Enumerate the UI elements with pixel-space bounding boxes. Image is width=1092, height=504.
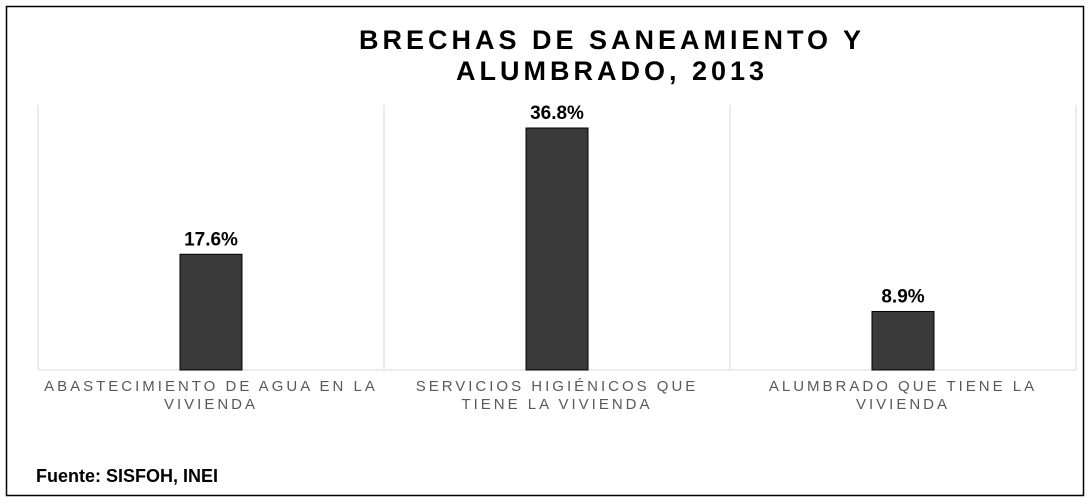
x-tick-label: ABASTECIMIENTO DE AGUA EN LA VIVIENDA (44, 378, 378, 413)
x-tick-label: ALUMBRADO QUE TIENE LA VIVIENDA (768, 378, 1038, 413)
value-label: 17.6% (184, 229, 238, 250)
value-label: 36.8% (530, 103, 584, 124)
bar (525, 127, 589, 371)
source-note: Fuente: SISFOH, INEI (36, 466, 219, 486)
chart-border (5, 5, 1085, 497)
value-label: 8.9% (881, 286, 924, 307)
x-tick-label: SERVICIOS HIGIÉNICOS QUE TIENE LA VIVIEN… (415, 378, 699, 413)
chart-title: ALUMBRADO, 2013 (456, 56, 768, 86)
bar (871, 310, 935, 371)
chart-title: BRECHAS DE SANEAMIENTO Y (359, 25, 865, 55)
bar (179, 253, 243, 371)
